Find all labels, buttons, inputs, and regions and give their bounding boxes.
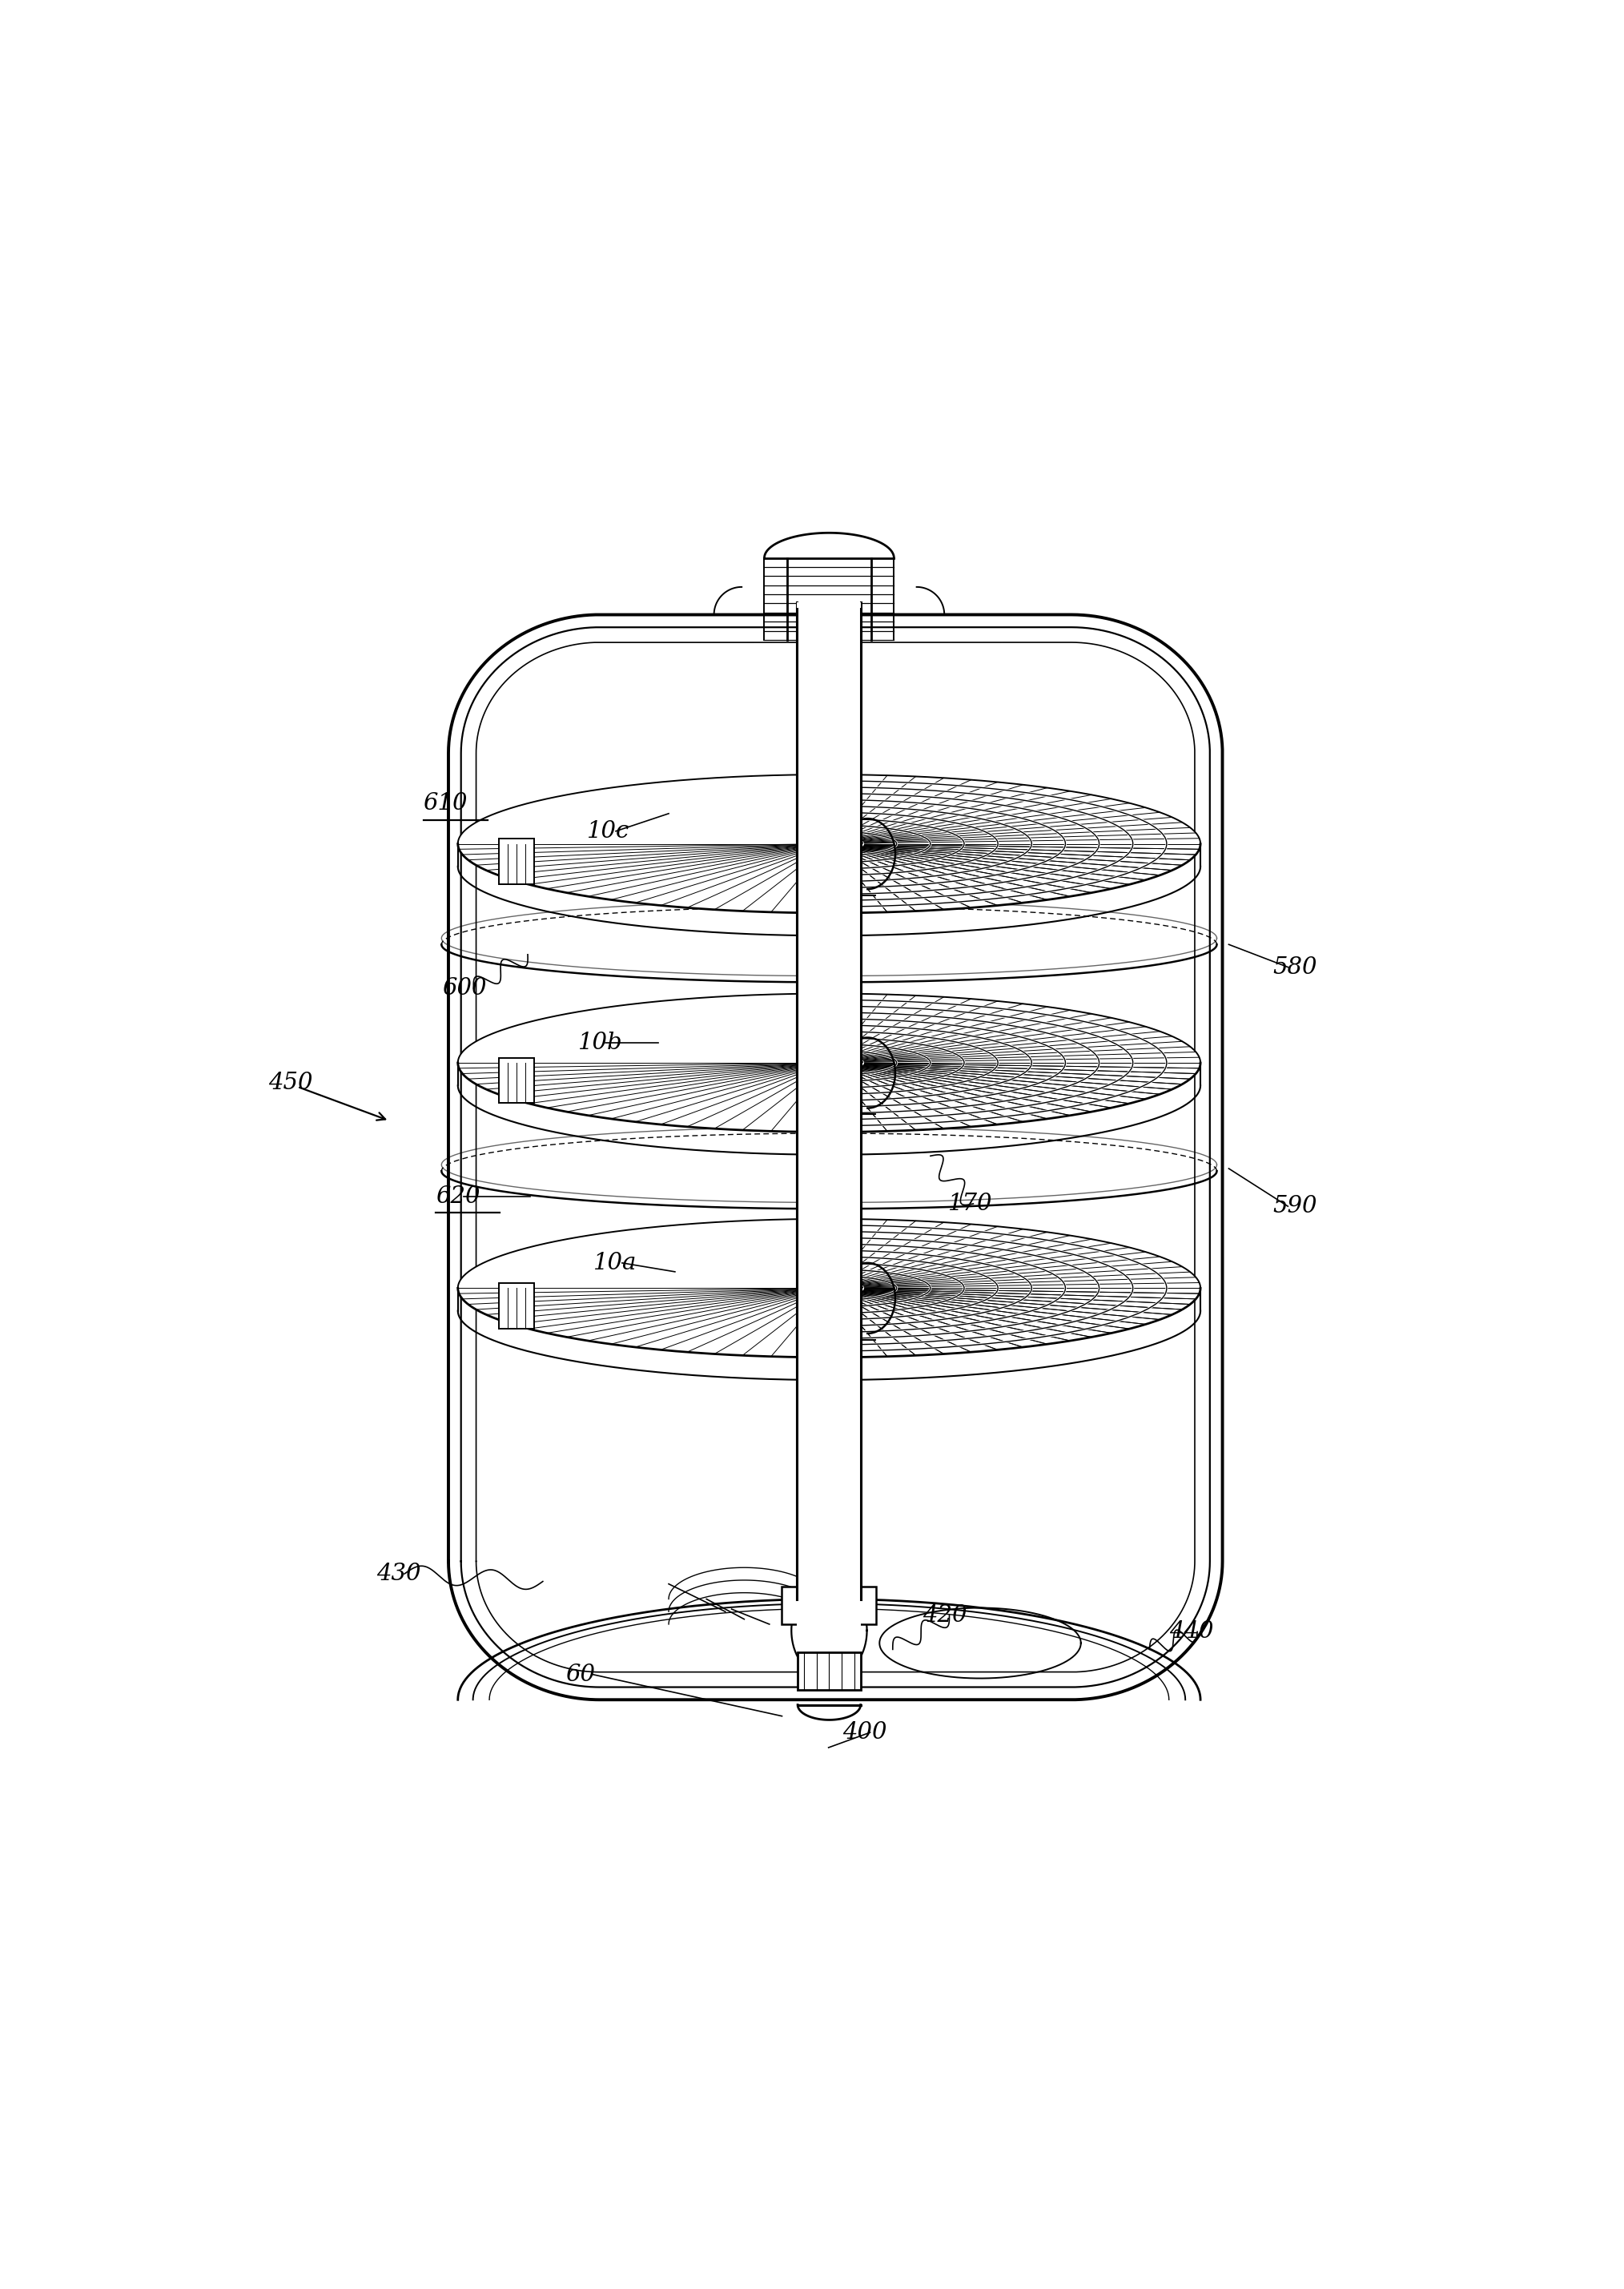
Text: 60: 60 (565, 1664, 594, 1685)
Bar (797, 694, 861, 872)
Ellipse shape (458, 1218, 1200, 1357)
Bar (797, 911, 861, 1092)
Text: 400: 400 (843, 1721, 887, 1744)
Text: 620: 620 (435, 1186, 481, 1206)
Text: 590: 590 (1273, 1195, 1317, 1218)
Bar (499, 838, 534, 884)
Bar (797, 616, 861, 1637)
Bar (797, 1138, 861, 1316)
Bar (499, 1058, 534, 1103)
Text: 10a: 10a (593, 1252, 637, 1275)
Text: 420: 420 (922, 1605, 968, 1627)
Text: 580: 580 (1273, 957, 1317, 977)
Text: 10b: 10b (578, 1032, 622, 1053)
Bar (499, 838, 534, 884)
Text: 170: 170 (948, 1193, 992, 1215)
Text: 610: 610 (424, 792, 468, 815)
Ellipse shape (458, 993, 1200, 1133)
Bar (499, 1284, 534, 1328)
Text: 440: 440 (1169, 1621, 1215, 1644)
Text: 430: 430 (377, 1563, 421, 1584)
Bar (783, 1586, 877, 1625)
Text: 450: 450 (268, 1071, 313, 1094)
Bar (797, 1653, 861, 1689)
Text: 10c: 10c (586, 819, 630, 842)
Text: 600: 600 (442, 977, 487, 1000)
Bar (499, 1284, 534, 1328)
Bar (499, 1058, 534, 1103)
Ellipse shape (458, 774, 1200, 913)
Bar (797, 602, 861, 1637)
